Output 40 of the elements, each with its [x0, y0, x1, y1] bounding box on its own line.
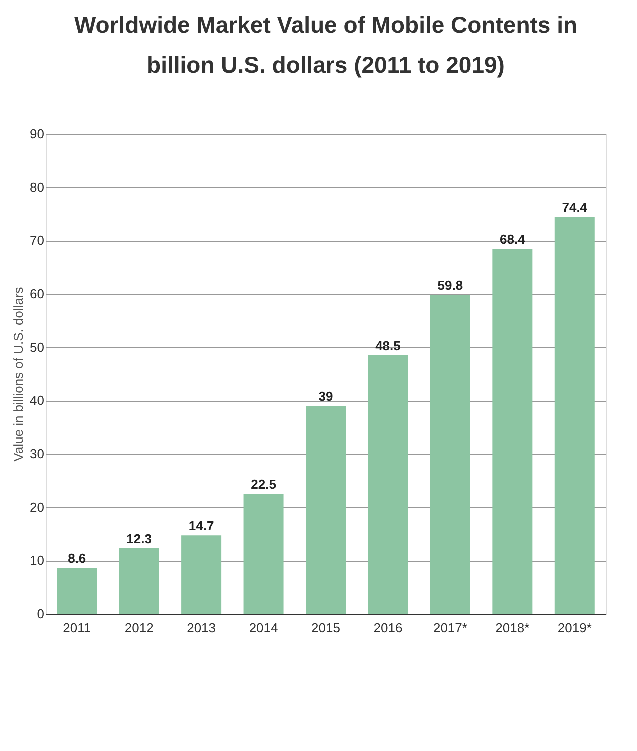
x-tick-label: 2012 — [124, 620, 154, 636]
bar — [244, 494, 284, 614]
bar — [430, 295, 470, 614]
x-tick-label: 2015 — [312, 620, 340, 636]
y-tick-label: 70 — [30, 233, 44, 248]
y-tick-label: 80 — [30, 180, 44, 195]
x-tick-label: 2016 — [374, 620, 403, 636]
y-tick-label: 0 — [37, 606, 44, 622]
y-tick-label: 40 — [30, 393, 44, 408]
data-label: 12.3 — [126, 531, 152, 546]
y-tick-label: 20 — [30, 500, 44, 515]
data-label: 14.7 — [188, 518, 214, 534]
y-tick-label: 10 — [30, 553, 44, 568]
text: billion U.S. dollars (2011 to 2019) — [147, 52, 505, 78]
bar — [57, 568, 98, 614]
data-label: 48.5 — [376, 338, 401, 354]
y-axis-title: Value in billions of U.S. dollars — [11, 286, 26, 462]
x-tick-label: 2014 — [249, 620, 278, 636]
data-label: 22.5 — [251, 477, 276, 492]
x-tick-label: 2019* — [558, 620, 592, 636]
y-tick-label: 30 — [30, 446, 44, 462]
bar — [182, 536, 222, 614]
text: Worldwide Market Value of Mobile Contents in — [74, 12, 578, 38]
bar — [306, 406, 346, 614]
data-label: 74.4 — [562, 200, 588, 216]
y-tick-label: 50 — [30, 340, 44, 355]
y-tick-label: 90 — [30, 126, 44, 142]
y-tick-label: 60 — [30, 286, 44, 302]
bar — [492, 249, 533, 614]
x-tick-label: 2018* — [496, 620, 530, 636]
bar — [554, 217, 595, 614]
x-tick-label: 2013 — [187, 620, 216, 636]
x-tick-label: 2011 — [63, 620, 92, 636]
bar — [368, 355, 408, 614]
data-label: 68.4 — [500, 232, 526, 248]
data-label: 59.8 — [438, 278, 464, 294]
x-tick-label: 2017* — [433, 620, 468, 636]
bar — [119, 548, 160, 614]
data-label: 8.6 — [68, 551, 86, 566]
data-label: 39 — [318, 389, 334, 404]
